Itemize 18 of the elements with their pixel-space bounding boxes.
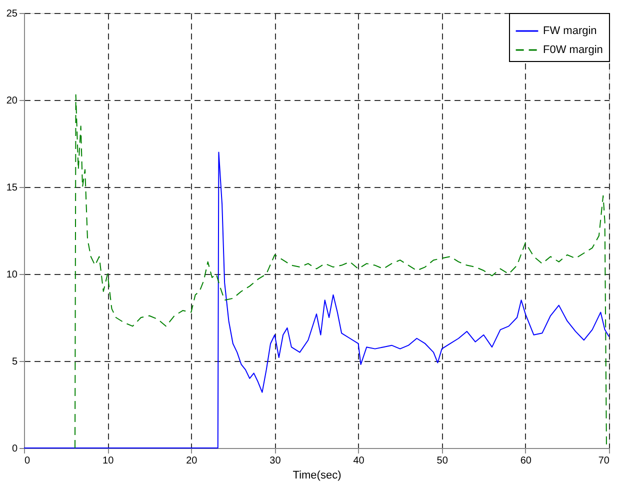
x-tick-label: 70: [598, 456, 610, 466]
y-tick-label: 25: [6, 8, 18, 20]
x-tick-label: 30: [270, 456, 282, 466]
x-axis-title: Time(sec): [292, 470, 342, 482]
y-tick-label: 5: [12, 356, 18, 368]
x-tick-label: 50: [436, 456, 448, 466]
line-series: [74, 94, 607, 448]
legend-label: FW margin: [543, 25, 597, 37]
legend-label: F0W margin: [543, 44, 603, 56]
y-tick-label: 20: [6, 96, 18, 106]
x-tick-label: 10: [102, 456, 114, 466]
x-tick-label: 0: [24, 456, 30, 466]
x-tick-label: 40: [353, 456, 365, 466]
x-tick-label: 20: [186, 456, 198, 466]
x-tick-label: 60: [520, 456, 532, 466]
y-tick-label: 10: [6, 270, 18, 280]
y-tick-label: 15: [6, 182, 18, 194]
y-tick-label: 0: [12, 444, 18, 454]
